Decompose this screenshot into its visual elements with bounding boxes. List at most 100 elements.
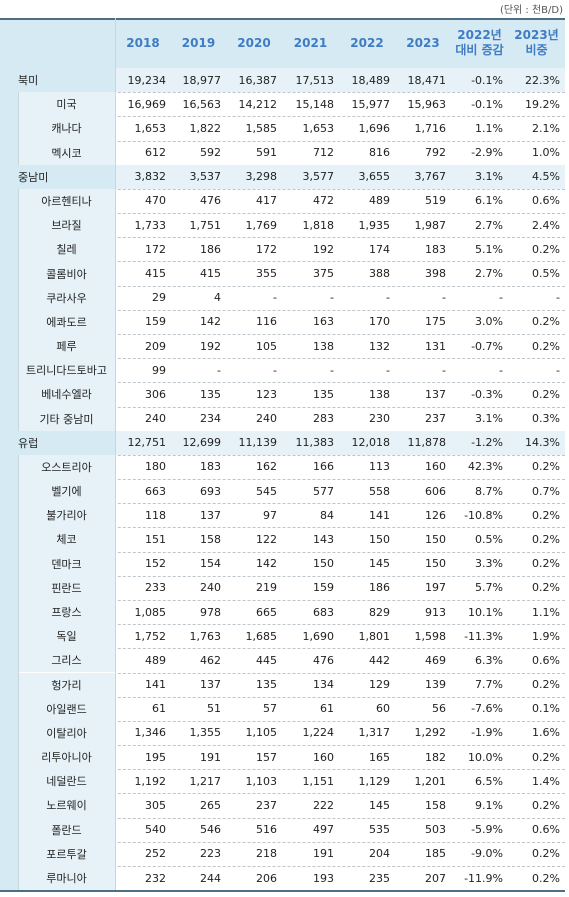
row-line bbox=[18, 358, 565, 360]
cell: 113 bbox=[369, 460, 390, 474]
header-text: 2023 bbox=[406, 35, 440, 50]
row-line bbox=[18, 575, 565, 577]
strip-line bbox=[18, 92, 19, 165]
cell: -9.0% bbox=[471, 847, 503, 861]
cell: 0.2% bbox=[532, 508, 560, 522]
cell: 417 bbox=[256, 194, 277, 208]
cell: 519 bbox=[425, 194, 446, 208]
cell: 206 bbox=[256, 871, 277, 885]
cell: 143 bbox=[313, 532, 334, 546]
cell: 150 bbox=[425, 532, 446, 546]
cell: 123 bbox=[256, 387, 277, 401]
cell: 476 bbox=[200, 194, 221, 208]
cell: 152 bbox=[145, 557, 166, 571]
cell: 10.0% bbox=[468, 750, 503, 764]
cell: 0.2% bbox=[532, 871, 560, 885]
cell: - bbox=[273, 363, 277, 377]
cell: 84 bbox=[320, 508, 334, 522]
cell: 2.7% bbox=[475, 218, 503, 232]
cell: 1,346 bbox=[134, 726, 167, 740]
cell: 0.1% bbox=[532, 702, 560, 716]
cell: 1,317 bbox=[358, 726, 391, 740]
header-bg bbox=[0, 18, 565, 68]
group-strip bbox=[0, 188, 18, 431]
cell: 158 bbox=[425, 798, 446, 812]
row-line bbox=[18, 551, 565, 553]
cell: 232 bbox=[145, 871, 166, 885]
cell: -2.9% bbox=[471, 146, 503, 160]
cell: 135 bbox=[313, 387, 334, 401]
group-label: 북미 bbox=[0, 68, 115, 93]
cell: 1,085 bbox=[134, 605, 167, 619]
header-text: 2021 bbox=[293, 35, 328, 50]
row-label: 콜롬비아 bbox=[18, 261, 115, 286]
cell: 11,878 bbox=[395, 430, 451, 455]
cell: 0.7% bbox=[532, 484, 560, 498]
cell: 137 bbox=[200, 678, 221, 692]
row-line bbox=[18, 116, 565, 118]
row-line bbox=[18, 841, 565, 843]
cell: 1,217 bbox=[189, 774, 222, 788]
row-line bbox=[18, 406, 565, 408]
row-label: 프랑스 bbox=[18, 599, 115, 625]
cell: 6.1% bbox=[475, 194, 503, 208]
cell: 230 bbox=[369, 412, 390, 426]
cell: 105 bbox=[256, 339, 277, 353]
cell: 162 bbox=[256, 460, 277, 474]
cell: 131 bbox=[425, 339, 446, 353]
cell: 165 bbox=[369, 750, 390, 764]
cell: 240 bbox=[256, 412, 277, 426]
cell: 1.9% bbox=[532, 629, 560, 643]
cell: 160 bbox=[313, 750, 334, 764]
cell: 222 bbox=[313, 798, 334, 812]
cell: 159 bbox=[145, 315, 166, 329]
cell: -0.7% bbox=[471, 339, 503, 353]
unit-note: (단위 : 천B/D) bbox=[499, 4, 563, 16]
cell: 151 bbox=[145, 532, 166, 546]
cell: 442 bbox=[369, 653, 390, 667]
cell: - bbox=[217, 363, 221, 377]
cell: 139 bbox=[425, 678, 446, 692]
cell: 11,383 bbox=[282, 430, 339, 455]
row-label: 에콰도르 bbox=[18, 309, 115, 334]
cell: 1,201 bbox=[414, 774, 447, 788]
cell: 0.2% bbox=[532, 678, 560, 692]
cell: 122 bbox=[256, 532, 277, 546]
cell: 606 bbox=[425, 484, 446, 498]
cell: 3,537 bbox=[171, 164, 226, 189]
cell: 1,935 bbox=[358, 218, 391, 232]
cell: 1,224 bbox=[302, 726, 335, 740]
row-line bbox=[18, 285, 565, 287]
cell: 180 bbox=[145, 460, 166, 474]
cell: 592 bbox=[200, 146, 221, 160]
cell: 978 bbox=[200, 605, 221, 619]
cell: 134 bbox=[313, 678, 334, 692]
cell: 158 bbox=[200, 532, 221, 546]
col-line bbox=[115, 18, 116, 891]
cell: 665 bbox=[256, 605, 277, 619]
header-text: 2023년 bbox=[514, 28, 559, 42]
cell: 535 bbox=[369, 823, 390, 837]
cell: 0.6% bbox=[532, 823, 560, 837]
header-text: 2019 bbox=[181, 35, 216, 50]
row-line bbox=[18, 527, 565, 529]
cell: 3,832 bbox=[115, 164, 171, 189]
cell: -10.8% bbox=[464, 508, 503, 522]
group-strip bbox=[0, 92, 18, 165]
row-line bbox=[18, 817, 565, 819]
cell: 1,769 bbox=[245, 218, 278, 232]
row-line bbox=[18, 333, 565, 335]
cell: 12,018 bbox=[339, 430, 395, 455]
cell: 1,598 bbox=[414, 629, 447, 643]
cell: 60 bbox=[376, 702, 390, 716]
row-line bbox=[18, 213, 565, 215]
cell: 1,690 bbox=[302, 629, 335, 643]
cell: 207 bbox=[425, 871, 446, 885]
cell: 204 bbox=[369, 847, 390, 861]
row-line bbox=[18, 865, 565, 867]
cell: 1,752 bbox=[134, 629, 167, 643]
cell: 1,987 bbox=[414, 218, 447, 232]
cell: 244 bbox=[200, 871, 221, 885]
cell: 3.1% bbox=[451, 164, 508, 189]
cell: 18,471 bbox=[395, 68, 451, 93]
